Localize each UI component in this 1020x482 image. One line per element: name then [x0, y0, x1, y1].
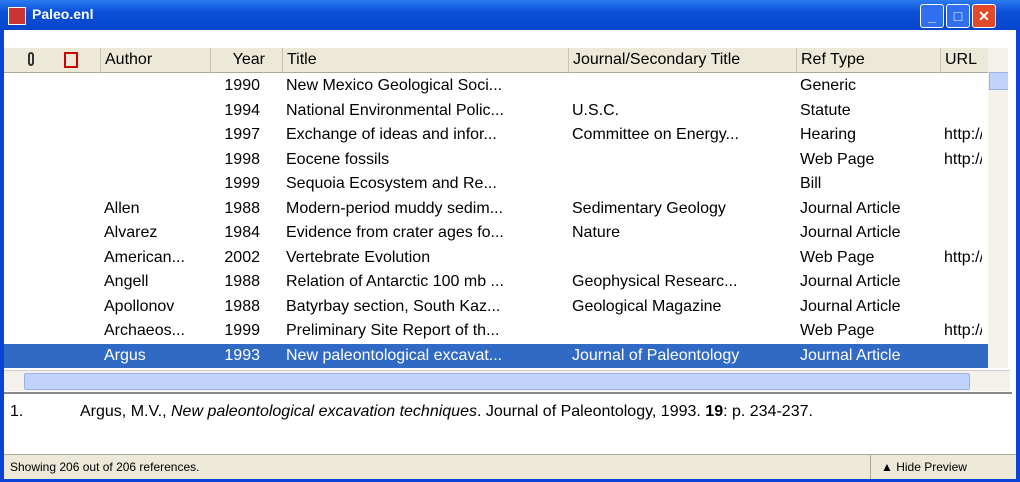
preview-pages: : p. 234-237.: [723, 403, 813, 420]
clip-icon: [28, 52, 34, 66]
cell-title: National Environmental Polic...: [286, 101, 504, 119]
cell-reftype: Journal Article: [800, 224, 901, 241]
cell-url: http://: [944, 248, 982, 266]
cell-title: Relation of Antarctic 100 mb ...: [286, 273, 504, 290]
hide-preview-label[interactable]: Hide Preview: [896, 460, 967, 474]
h-scrollbar[interactable]: [4, 370, 1010, 391]
column-header[interactable]: URL: [940, 48, 987, 73]
cell-author: Alvarez: [104, 224, 158, 241]
v-scrollbar[interactable]: [988, 48, 1008, 368]
v-thumb[interactable]: [989, 72, 1008, 90]
preview-volume: 19: [705, 403, 724, 420]
cell-journal: Geological Magazine: [572, 297, 722, 315]
cell-reftype: Journal Article: [800, 346, 901, 364]
preview-author: Argus, M.V.,: [80, 403, 171, 420]
cell-title: Exchange of ideas and infor...: [286, 126, 497, 143]
list: Author Year Title Journal/Secondary Title Re…: [4, 30, 1016, 372]
cell-reftype: Hearing: [800, 126, 857, 143]
cell-year: 1988: [224, 273, 260, 290]
cell-reftype: Web Page: [800, 322, 875, 339]
preview-number: 1.: [10, 403, 24, 420]
cell-journal: Sedimentary Geology: [572, 199, 726, 217]
cell-reftype: Bill: [800, 175, 822, 192]
cell-author: American...: [104, 248, 185, 266]
app-icon: [8, 7, 26, 25]
preview-title: New paleontological excavation technique…: [171, 403, 477, 420]
cell-title: Preliminary Site Report of th...: [286, 322, 500, 339]
cell-title: Vertebrate Evolution: [286, 248, 431, 266]
cell-year: 1994: [224, 101, 260, 119]
cell-author: Apollonov: [104, 297, 175, 315]
cell-journal: Journal of Paleontology: [572, 346, 740, 364]
attach-col: [4, 48, 44, 73]
cell-title: Eocene fossils: [286, 150, 390, 168]
title-bar: Paleo.enl _ □ ✕: [0, 0, 1020, 30]
column-header[interactable]: Title: [282, 48, 565, 73]
cell-title: Sequoia Ecosystem and Re...: [286, 175, 497, 192]
preview-citation: Argus, M.V., New paleontological excavat…: [80, 400, 813, 424]
cell-year: 1984: [224, 224, 260, 241]
column-header[interactable]: Author: [100, 48, 209, 73]
status-bar: Showing 206 out of 206 references. ▲ Hid…: [4, 454, 1016, 479]
hide-preview[interactable]: ▲ Hide Preview: [870, 455, 967, 479]
cell-year: 1988: [224, 297, 260, 315]
h-thumb[interactable]: [24, 373, 970, 390]
cell-url: http://: [944, 150, 982, 168]
maximize[interactable]: □: [946, 4, 970, 28]
selected-row: [4, 343, 988, 368]
cell-year: 1988: [224, 199, 260, 217]
cell-author: Angell: [104, 273, 149, 290]
cell-author: Argus: [104, 346, 146, 364]
cell-year: 1993: [224, 346, 260, 364]
cell-author: Allen: [104, 199, 140, 217]
cell-year: 1999: [224, 322, 260, 339]
cell-author: Archaeos...: [104, 322, 185, 339]
preview: 1. Argus, M.V., New paleontological exca…: [4, 392, 1012, 454]
cell-title: New Mexico Geological Soci...: [286, 77, 503, 94]
minimize[interactable]: _: [920, 4, 944, 28]
cell-reftype: Journal Article: [800, 273, 901, 290]
window-title: Paleo.enl: [32, 6, 94, 22]
cell-year: 1990: [224, 77, 260, 94]
cell-title: Evidence from crater ages fo...: [286, 224, 504, 241]
client: Author Year Title Journal/Secondary Title Re…: [4, 30, 1016, 479]
cell-reftype: Statute: [800, 101, 851, 119]
cell-title: New paleontological excavat...: [286, 346, 503, 364]
cell-journal: Geophysical Researc...: [572, 273, 738, 290]
cell-title: Batyrbay section, South Kaz...: [286, 297, 501, 315]
cell-reftype: Journal Article: [800, 199, 901, 217]
cell-year: 1997: [224, 126, 260, 143]
preview-source: . Journal of Paleontology, 1993.: [476, 403, 706, 420]
close[interactable]: ✕: [972, 4, 996, 28]
column-header[interactable]: Year: [210, 48, 265, 73]
cell-url: http://: [944, 322, 982, 339]
status-text: Showing 206 out of 206 references.: [10, 460, 200, 474]
cell-reftype: Journal Article: [800, 297, 901, 315]
cell-journal: U.S.C.: [572, 101, 620, 119]
cell-journal: Committee on Energy...: [572, 126, 739, 143]
pdf-icon: [64, 52, 78, 68]
cell-journal: Nature: [572, 224, 621, 241]
cell-title: Modern-period muddy sedim...: [286, 199, 503, 217]
cell-year: 1999: [224, 175, 260, 192]
cell-year: 2002: [224, 248, 260, 266]
cell-url: http://: [944, 126, 982, 143]
cell-year: 1998: [224, 150, 260, 168]
column-header[interactable]: Journal/Secondary Title: [568, 48, 791, 73]
cell-reftype: Generic: [800, 77, 857, 94]
column-header[interactable]: Ref Type: [796, 48, 935, 73]
cell-reftype: Web Page: [800, 150, 875, 168]
cell-reftype: Web Page: [800, 248, 875, 266]
